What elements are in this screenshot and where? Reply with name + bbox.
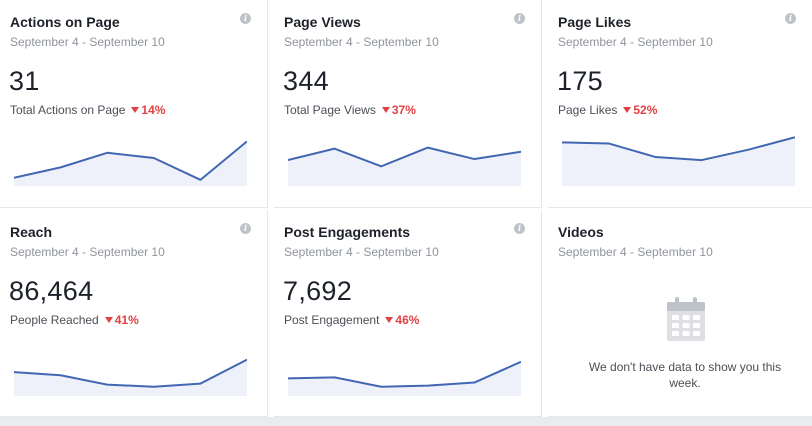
metric-change: 37% [391,103,416,117]
card-page-likes[interactable]: Page Likes September 4 - September 10 i … [548,0,812,208]
down-triangle-icon [104,317,113,324]
sparkline-area [562,137,795,186]
down-triangle-icon [381,107,390,114]
metric-change: 41% [114,313,139,327]
card-date-range: September 4 - September 10 [558,35,713,49]
card-date-range: September 4 - September 10 [10,245,165,259]
metric-subtitle: Total Page Views 37% [284,103,416,117]
card-title: Reach [10,224,53,240]
card-reach[interactable]: Reach September 4 - September 10 i 86,46… [0,210,268,417]
sparkline-line [14,140,247,181]
card-title: Videos [558,224,604,240]
info-icon[interactable]: i [240,223,251,234]
card-title: Actions on Page [10,14,120,30]
metric-change: 14% [141,103,166,117]
page-footer-gap [0,417,812,426]
metric-label: People Reached [10,313,99,327]
metric-label: Total Page Views [284,103,376,117]
metric-value: 344 [283,66,329,96]
metric-label: Page Likes [558,103,618,117]
sparkline-line [562,136,795,162]
card-date-range: September 4 - September 10 [284,245,439,259]
metric-subtitle: Total Actions on Page 14% [10,103,165,117]
info-icon[interactable]: i [514,223,525,234]
metric-label: Total Actions on Page [10,103,126,117]
sparkline-chart [288,146,521,186]
sparkline-area [14,359,247,396]
info-icon[interactable]: i [785,13,796,24]
metric-change: 52% [633,103,658,117]
sparkline-area [288,147,521,186]
metric-value: 31 [9,66,40,96]
sparkline-line [14,358,247,388]
sparkline-chart [288,360,521,396]
info-icon[interactable]: i [240,13,251,24]
sparkline-chart [14,140,247,186]
sparkline-line [288,360,521,388]
card-actions-on-page[interactable]: Actions on Page September 4 - September … [0,0,268,208]
metric-subtitle: People Reached 41% [10,313,139,327]
card-date-range: September 4 - September 10 [558,245,713,259]
card-post-engagements[interactable]: Post Engagements September 4 - September… [274,210,542,417]
metric-value: 86,464 [9,276,94,306]
sparkline-chart [562,136,795,186]
sparkline-area [288,361,521,396]
down-triangle-icon [131,107,140,114]
card-date-range: September 4 - September 10 [10,35,165,49]
sparkline-line [288,146,521,168]
card-page-views[interactable]: Page Views September 4 - September 10 i … [274,0,542,208]
insights-grid: Actions on Page September 4 - September … [0,0,812,417]
metric-change: 46% [395,313,420,327]
calendar-icon [667,297,705,341]
metric-subtitle: Post Engagement 46% [284,313,419,327]
card-title: Post Engagements [284,224,411,240]
metric-value: 7,692 [283,276,353,306]
down-triangle-icon [623,107,632,114]
card-title: Page Likes [558,14,632,30]
info-icon[interactable]: i [514,13,525,24]
down-triangle-icon [385,317,394,324]
card-title: Page Views [284,14,361,30]
sparkline-area [14,141,247,186]
sparkline-chart [14,358,247,396]
empty-state-message: We don't have data to show you this week… [588,360,782,390]
card-videos[interactable]: Videos September 4 - September 10 We don… [548,210,812,417]
card-date-range: September 4 - September 10 [284,35,439,49]
metric-value: 175 [557,66,603,96]
metric-label: Post Engagement [284,313,380,327]
metric-subtitle: Page Likes 52% [558,103,657,117]
